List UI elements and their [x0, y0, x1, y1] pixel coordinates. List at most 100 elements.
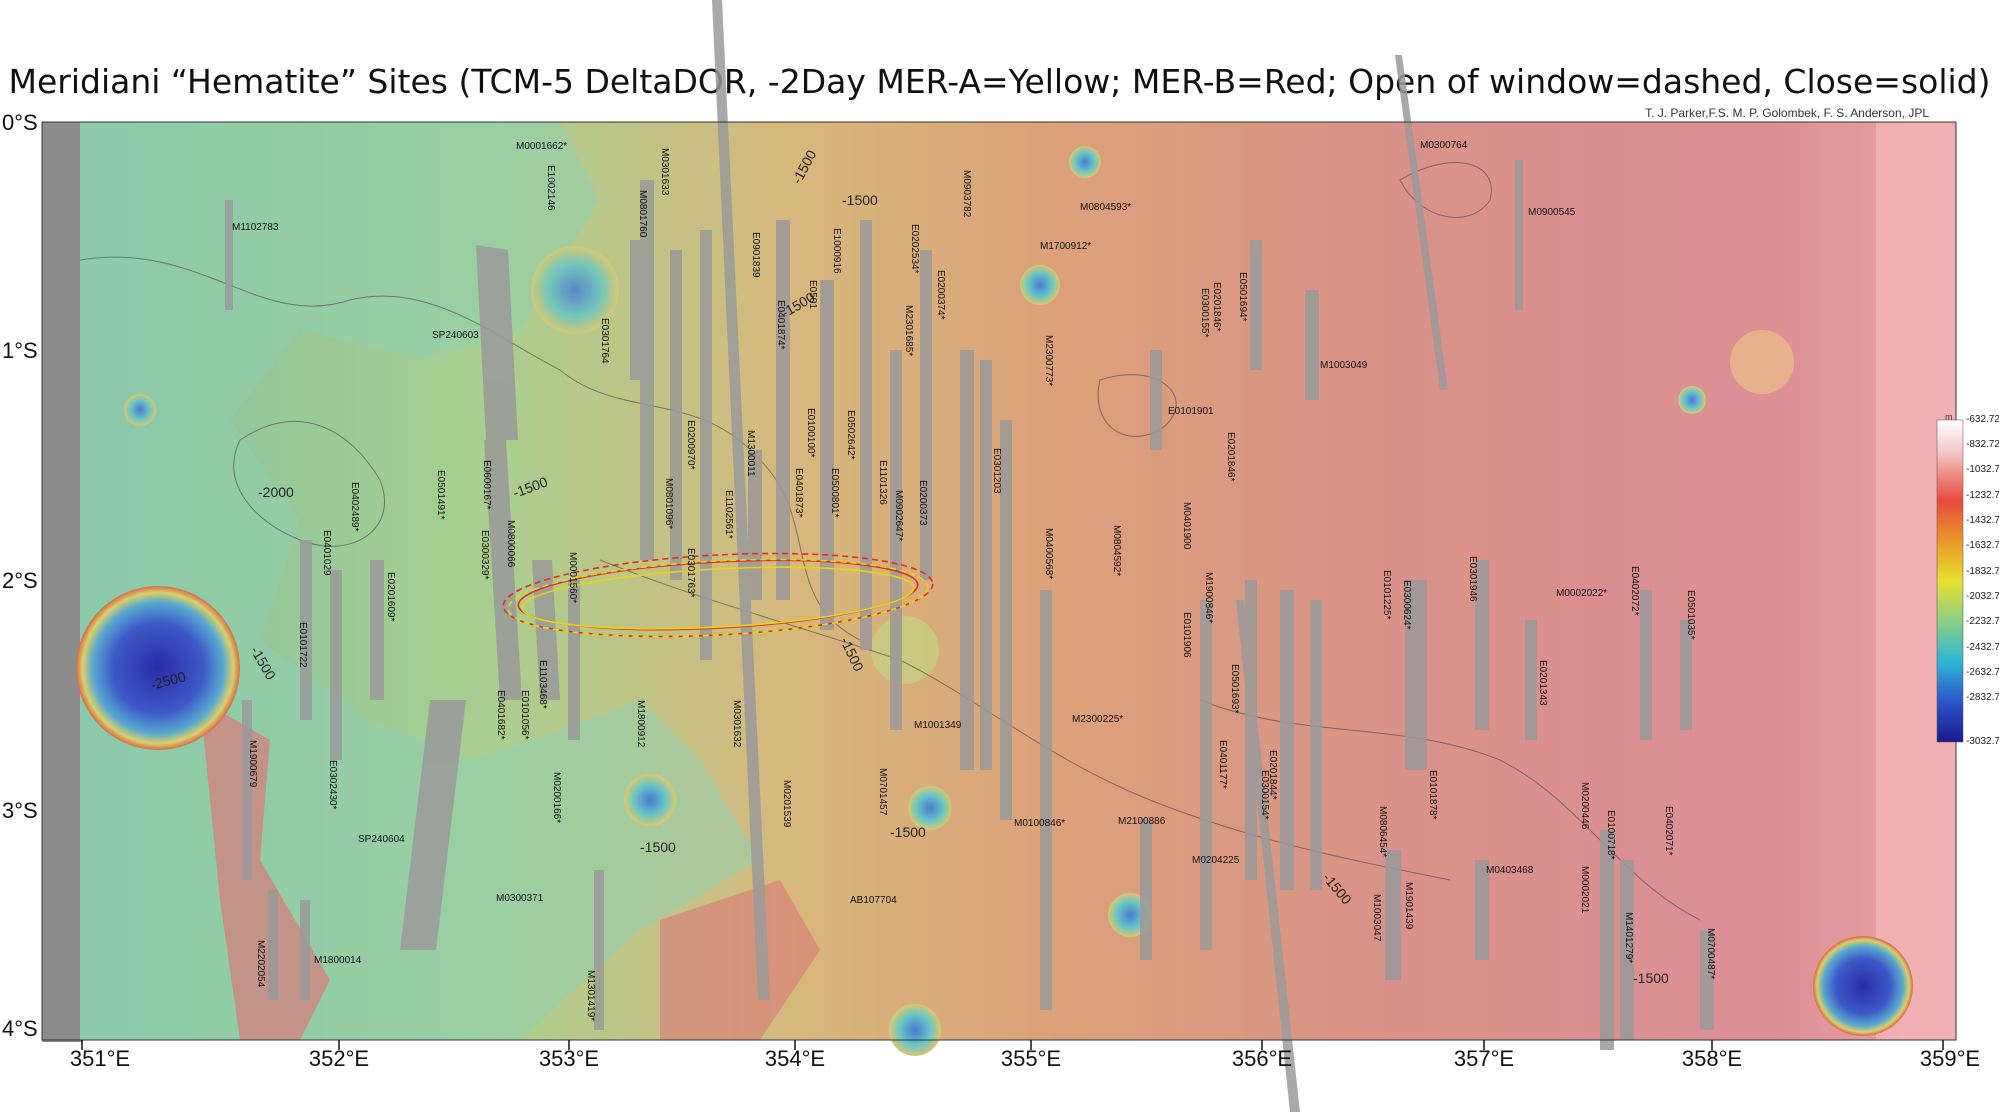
image-label: E0300624*: [1401, 580, 1412, 630]
contour-label: -2000: [258, 484, 294, 500]
image-label: M0400568*: [1043, 528, 1054, 579]
image-label: M0401900: [1181, 502, 1192, 550]
image-label: M2300225*: [1072, 714, 1123, 725]
image-label: E0300155*: [1199, 288, 1210, 338]
image-label: M1003047: [1371, 894, 1382, 942]
legend-value: -2032.72: [1966, 591, 1999, 602]
image-label: M0903782: [961, 170, 972, 218]
lat-label: 3°S: [2, 798, 38, 823]
image-label: M0804593*: [1080, 202, 1131, 213]
legend-value: -2232.72: [1966, 616, 1999, 627]
image-label: M0301633: [659, 148, 670, 196]
image-label: E0501694*: [1237, 272, 1248, 322]
legend-value: -3032.72: [1966, 736, 1999, 747]
legend-value: -1632.72: [1966, 540, 1999, 551]
image-label: E0101906: [1181, 612, 1192, 658]
image-label: M0001560*: [567, 552, 578, 603]
legend-value: -2432.72: [1966, 642, 1999, 653]
image-label: M2300773*: [1043, 335, 1054, 386]
lon-label: 356°E: [1231, 1046, 1293, 1071]
image-label: M0701457: [877, 768, 888, 816]
image-label: E1102561*: [723, 490, 734, 539]
contour-label: -1500: [890, 824, 926, 840]
crater-central: [624, 774, 676, 826]
legend-value: -1432.72: [1966, 515, 1999, 526]
image-label: E1000916: [831, 228, 842, 274]
image-label: E0200374*: [935, 270, 946, 320]
image-label: E0100100*: [805, 408, 816, 458]
image-label: E0901839: [750, 232, 761, 278]
image-label: E0501693*: [1229, 664, 1240, 714]
crater-east-1: [1020, 265, 1060, 305]
image-label: M0201539: [781, 780, 792, 828]
image-label: M1300011: [745, 430, 756, 477]
image-label: E0301203: [991, 448, 1002, 494]
lon-label: 359°E: [1919, 1046, 1981, 1071]
image-label: E0300329*: [479, 530, 490, 580]
image-label: M0204225: [1192, 855, 1240, 866]
lon-label: 357°E: [1453, 1046, 1515, 1071]
lon-label: 353°E: [538, 1046, 600, 1071]
image-label: E0301764: [599, 318, 610, 364]
image-label: M0801760: [637, 190, 648, 238]
image-label: E0101225*: [1381, 570, 1392, 620]
legend-value: -832.72: [1966, 439, 1999, 450]
image-label: M1001349: [914, 720, 962, 731]
image-label: E0202534*: [909, 224, 920, 274]
image-label: E0501: [807, 280, 818, 309]
contour-label: -1500: [842, 192, 878, 208]
lat-label: 4°S: [2, 1016, 38, 1041]
lon-label: 358°E: [1681, 1046, 1743, 1071]
image-label: E0401682*: [495, 690, 506, 740]
legend-value: -2632.72: [1966, 667, 1999, 678]
large-crater-west: [76, 586, 240, 750]
image-label: E0500801*: [829, 468, 840, 518]
image-label: E0302430*: [327, 760, 338, 810]
contour-label: -1500: [1633, 970, 1669, 986]
image-label: M0806454*: [1377, 806, 1388, 857]
image-label: E0201846*: [1211, 282, 1222, 332]
lon-label: 355°E: [1000, 1046, 1062, 1071]
image-label: E0301763*: [685, 548, 696, 598]
image-label: E0101878*: [1427, 770, 1438, 820]
lon-label: 354°E: [764, 1046, 826, 1071]
image-label: E0501491*: [435, 470, 446, 520]
lon-label: 352°E: [308, 1046, 370, 1071]
image-label: E0300154*: [1259, 770, 1270, 820]
image-label: SP240603: [432, 330, 479, 341]
image-label: E1101326: [877, 460, 888, 505]
image-label: E0201846*: [1225, 432, 1236, 482]
image-label: E0101056*: [519, 690, 530, 740]
image-label: M1102783: [232, 222, 279, 233]
crater-east-6: [1730, 330, 1794, 394]
large-crater-southeast: [1813, 936, 1913, 1036]
crater-east-2: [1069, 146, 1101, 178]
image-label: M1700912*: [1040, 241, 1091, 252]
map-title: Meridiani “Hematite” Sites (TCM-5 DeltaD…: [8, 62, 1991, 101]
image-label: M0002021: [1579, 866, 1590, 914]
image-label: E0501035*: [1685, 590, 1696, 640]
crater-south: [889, 1004, 941, 1056]
image-label: M1800912: [635, 700, 646, 748]
image-label: M1301419*: [585, 970, 596, 1021]
legend-value: -1832.72: [1966, 566, 1999, 577]
image-label: E0600167*: [481, 460, 492, 510]
contour-label: -1500: [640, 839, 676, 855]
image-label: M0801096*: [663, 478, 674, 529]
image-label: M1800014: [314, 955, 362, 966]
legend-value: -632.72: [1966, 414, 1999, 425]
image-label: E0200970*: [685, 420, 696, 470]
image-label: M2100886: [1118, 816, 1166, 827]
image-footprints: [225, 0, 1714, 1112]
image-labels: M0001662* E1002146 M0301633 M0801760 M09…: [232, 140, 1716, 1021]
image-label: E0401874*: [775, 300, 786, 350]
image-label: M2301685*: [903, 305, 914, 356]
red-channel-2: [660, 880, 820, 1040]
image-label: M1900846*: [1203, 572, 1214, 623]
image-label: M0100846*: [1014, 818, 1065, 829]
image-label: E0101901: [1168, 406, 1214, 417]
image-label: M0200166*: [551, 772, 562, 823]
image-label: E0100718*: [1605, 810, 1616, 860]
image-label: E0402489*: [349, 482, 360, 532]
